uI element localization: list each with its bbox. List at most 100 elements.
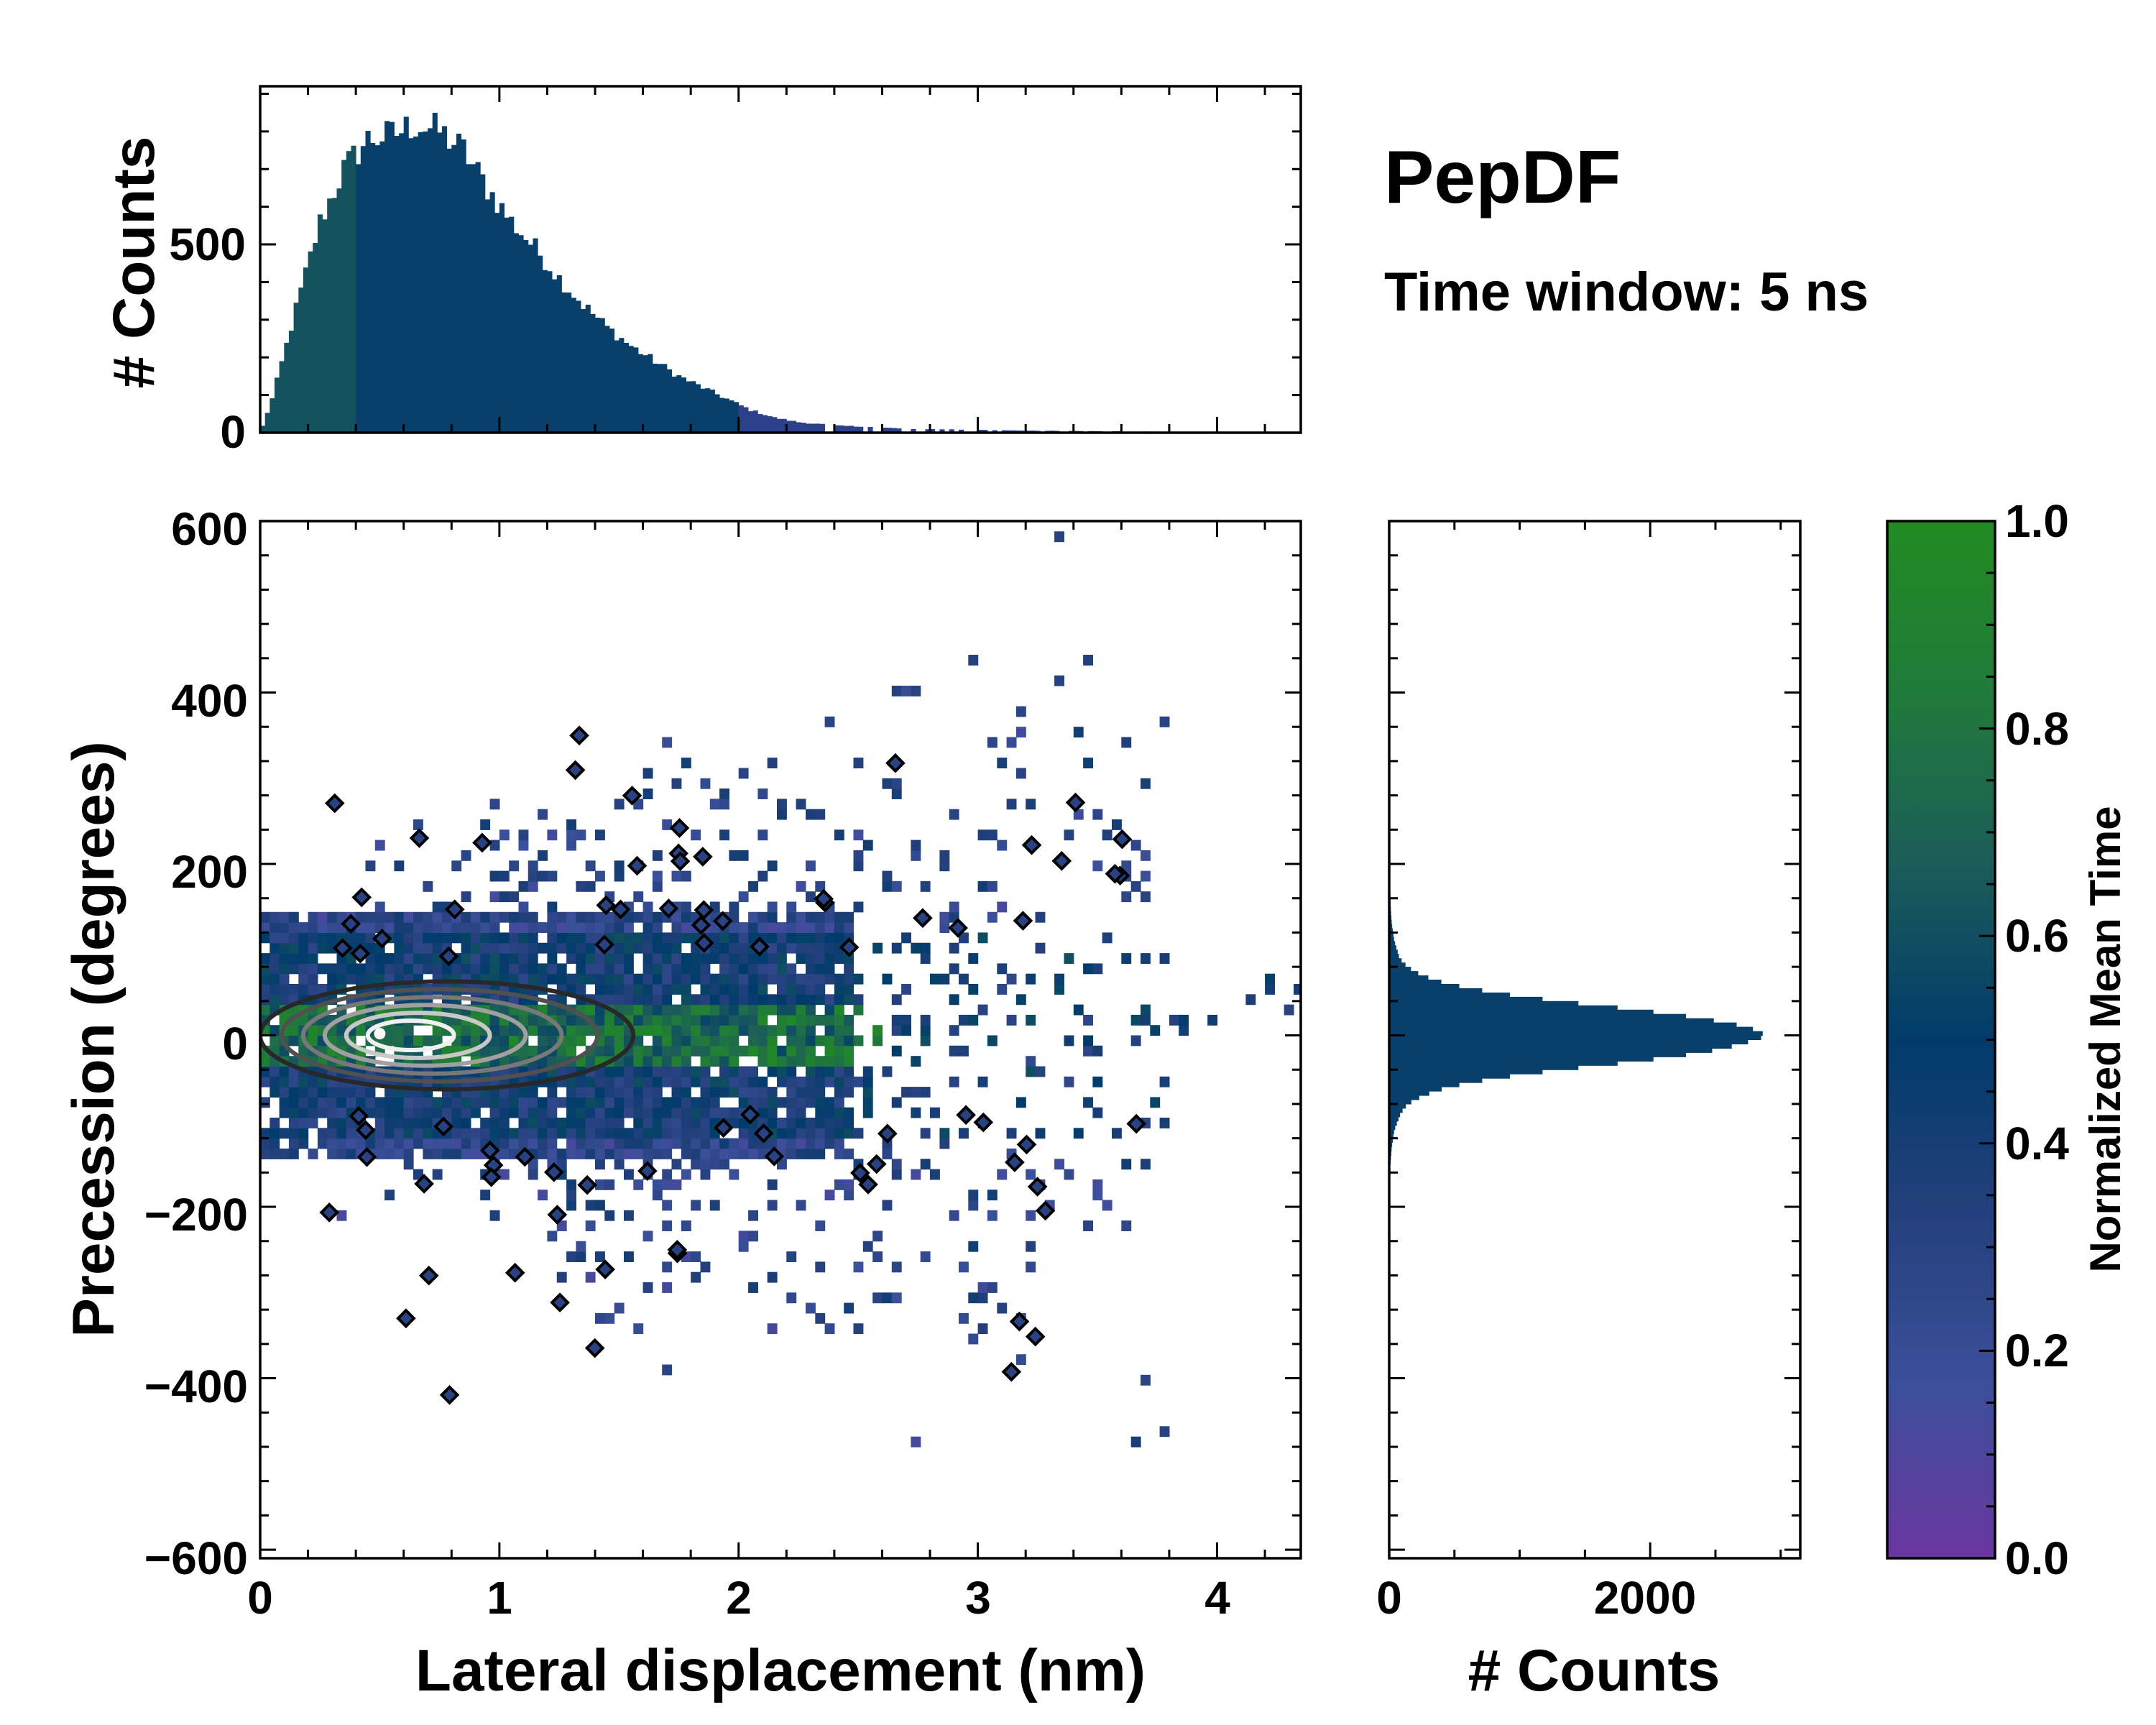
heatmap-cell (288, 1128, 299, 1139)
heatmap-cell (288, 953, 299, 964)
heatmap-cell (346, 1097, 356, 1108)
heatmap-cell (844, 1045, 854, 1057)
heatmap-cell (930, 973, 940, 985)
heatmap-cell (403, 1128, 414, 1139)
heatmap-cell (509, 891, 520, 903)
heatmap-cell (1130, 1035, 1141, 1046)
heatmap-cell (528, 953, 538, 964)
outlier-contour (1001, 1361, 1022, 1382)
heatmap-cell (633, 1056, 644, 1067)
heatmap-cell (538, 850, 548, 861)
heatmap-cell (662, 1025, 673, 1036)
heatmap-cell (862, 840, 873, 851)
main-ytick-label-neg200: −200 (144, 1189, 248, 1241)
heatmap-cell (642, 911, 653, 923)
top-histogram-bar (384, 121, 390, 433)
heatmap-cell (1083, 963, 1093, 975)
heatmap-cell (633, 1014, 644, 1026)
heatmap-cell (997, 758, 1008, 768)
heatmap-cell (566, 829, 576, 841)
heatmap-cell (844, 963, 854, 975)
heatmap-cell (700, 1149, 711, 1159)
heatmap-cell (470, 1107, 481, 1118)
heatmap-cell (891, 686, 902, 696)
heatmap-cell (538, 1138, 548, 1149)
heatmap-cell (872, 1251, 883, 1262)
heatmap-cell (959, 973, 969, 985)
heatmap-cell (509, 1025, 520, 1036)
top-histogram-bar (581, 308, 586, 433)
heatmap-cell (614, 973, 625, 985)
heatmap-cell (786, 1004, 797, 1016)
heatmap-cell (279, 1076, 290, 1087)
heatmap-cell (547, 1107, 558, 1118)
heatmap-cell (786, 922, 797, 933)
heatmap-cell (662, 1261, 673, 1273)
heatmap-cell (738, 932, 749, 944)
right-histogram-bar (1389, 932, 1393, 937)
heatmap-cell (604, 973, 615, 985)
heatmap-cell (308, 942, 318, 954)
heatmap-cell (308, 1076, 318, 1087)
top-histogram-bar (595, 318, 601, 433)
heatmap-cell (691, 1014, 701, 1026)
heatmap-cell (1035, 1066, 1046, 1077)
heatmap-cell (806, 1035, 816, 1046)
heatmap-cell (260, 973, 270, 985)
heatmap-cell (691, 1118, 701, 1128)
heatmap-cell (949, 994, 959, 1006)
heatmap-cell (489, 1118, 500, 1128)
heatmap-cell (394, 911, 405, 923)
heatmap-cell (604, 1087, 615, 1098)
heatmap-cell (662, 1066, 673, 1077)
heatmap-cell (824, 922, 835, 933)
heatmap-cell (642, 1014, 653, 1026)
heatmap-cell (767, 758, 778, 768)
top-histogram-bar (270, 398, 275, 433)
heatmap-cell (624, 1004, 634, 1016)
heatmap-cell (480, 1128, 491, 1139)
heatmap-cell (920, 1159, 931, 1170)
heatmap-cell (719, 942, 729, 954)
heatmap-cell (279, 922, 290, 933)
top-histogram-bar (484, 199, 490, 433)
heatmap-cell (681, 870, 691, 882)
outlier-contour (439, 1384, 460, 1405)
heatmap-cell (1006, 973, 1017, 985)
heatmap-cell (834, 1097, 844, 1108)
heatmap-cell (624, 932, 634, 944)
top-histogram-bar (571, 298, 576, 433)
heatmap-cell (844, 1014, 854, 1026)
heatmap-cell (767, 994, 778, 1006)
right-histogram-bar (1389, 1031, 1763, 1036)
top-histogram-bar (533, 238, 538, 433)
top-histogram-bar (379, 141, 385, 433)
heatmap-cell (585, 1271, 596, 1283)
right-histogram-xlabel: # Counts (1468, 1638, 1720, 1703)
heatmap-cell (1159, 953, 1170, 964)
heatmap-cell (834, 1056, 844, 1067)
heatmap-cell (681, 1138, 691, 1149)
heatmap-cell (489, 1097, 500, 1108)
heatmap-cell (499, 870, 510, 882)
right-histogram-bar (1389, 1095, 1419, 1100)
heatmap-cell (614, 1035, 625, 1046)
top-histogram-bar (599, 318, 605, 433)
heatmap-cell (691, 953, 701, 964)
heatmap-cell (432, 963, 443, 975)
heatmap-cell (1026, 973, 1036, 985)
heatmap-cell (824, 1138, 835, 1149)
heatmap-cell (576, 1118, 586, 1128)
heatmap-cell (423, 1128, 433, 1139)
outlier-contour (637, 1161, 658, 1181)
heatmap-cell (824, 1014, 835, 1026)
density-contours (260, 979, 636, 1092)
heatmap-cell (432, 1097, 443, 1108)
heatmap-cell (757, 994, 768, 1006)
heatmap-cell (480, 963, 491, 975)
heatmap-cell (987, 880, 998, 892)
top-histogram-bar (365, 131, 371, 433)
heatmap-cell (901, 984, 911, 995)
heatmap-cell (824, 994, 835, 1006)
heatmap-cell (691, 1200, 701, 1211)
